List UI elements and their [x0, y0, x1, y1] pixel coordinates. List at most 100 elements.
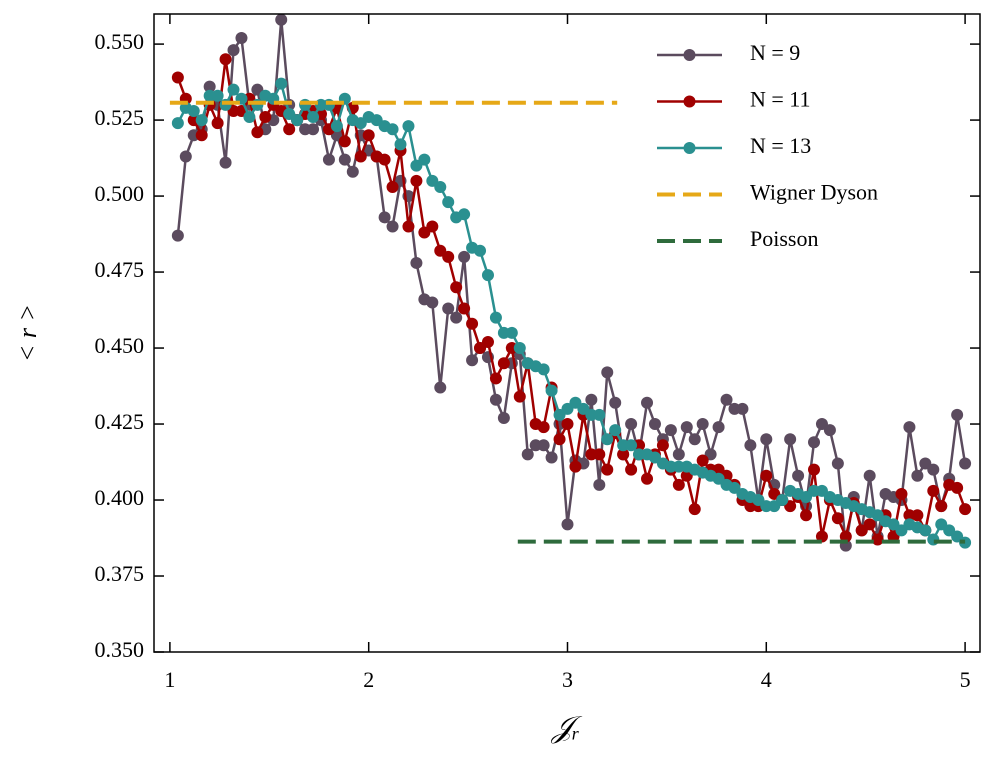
- data-point: [696, 418, 709, 431]
- x-tick-label: 5: [960, 667, 971, 692]
- data-point: [601, 463, 614, 476]
- data-point: [474, 244, 487, 257]
- data-point: [307, 123, 320, 136]
- x-axis-label: 𝒥ᵣ: [550, 711, 583, 744]
- data-point: [489, 311, 502, 324]
- data-point: [839, 530, 852, 543]
- data-point: [601, 433, 614, 446]
- data-point: [553, 433, 566, 446]
- data-point: [171, 71, 184, 84]
- data-point: [545, 384, 558, 397]
- data-point: [211, 89, 224, 102]
- data-point: [219, 53, 232, 66]
- data-point: [251, 98, 264, 111]
- data-point: [497, 357, 510, 370]
- plot-frame: [153, 13, 981, 653]
- data-point: [927, 484, 940, 497]
- data-point: [815, 530, 828, 543]
- data-point: [386, 123, 399, 136]
- data-point: [831, 457, 844, 470]
- data-point: [259, 111, 272, 124]
- series-line: [176, 80, 966, 544]
- data-point: [569, 460, 582, 473]
- data-point: [410, 256, 423, 269]
- data-point: [656, 439, 669, 452]
- data-point: [641, 396, 654, 409]
- data-point: [831, 512, 844, 525]
- data-point: [760, 469, 773, 482]
- data-point: [561, 518, 574, 531]
- data-point: [593, 478, 606, 491]
- data-point: [187, 104, 200, 117]
- y-tick-label: 0.400: [95, 485, 145, 510]
- x-tick-label: 2: [363, 667, 374, 692]
- data-point: [434, 381, 447, 394]
- data-point: [219, 156, 232, 169]
- y-tick-label: 0.425: [95, 409, 145, 434]
- legend-label: Wigner Dyson: [750, 180, 878, 205]
- data-point: [219, 98, 232, 111]
- y-tick-label: 0.500: [95, 181, 145, 206]
- y-tick-label: 0.475: [95, 257, 145, 282]
- data-point: [171, 117, 184, 130]
- x-tick-label: 1: [164, 667, 175, 692]
- data-point: [418, 153, 431, 166]
- y-tick-label: 0.450: [95, 333, 145, 358]
- y-axis-label: < r >: [13, 304, 42, 362]
- data-point: [442, 250, 455, 263]
- data-point: [513, 390, 526, 403]
- data-point: [800, 509, 813, 522]
- data-point: [489, 372, 502, 385]
- data-point: [919, 524, 932, 537]
- data-point: [497, 411, 510, 424]
- data-point: [195, 129, 208, 142]
- data-point: [808, 463, 821, 476]
- data-point: [426, 220, 439, 233]
- data-point: [927, 533, 940, 546]
- data-point: [171, 229, 184, 242]
- data-point: [426, 296, 439, 309]
- data-point: [322, 153, 335, 166]
- data-point: [776, 494, 789, 507]
- legend-label: N = 11: [750, 87, 810, 112]
- legend-marker: [683, 95, 696, 108]
- data-point: [760, 433, 773, 446]
- data-point: [680, 421, 693, 434]
- data-point: [593, 448, 606, 461]
- data-point: [466, 317, 479, 330]
- data-point: [378, 153, 391, 166]
- data-point: [251, 126, 264, 139]
- data-point: [911, 509, 924, 522]
- series: [171, 77, 972, 549]
- data-point: [346, 165, 359, 178]
- data-point: [672, 448, 685, 461]
- data-point: [466, 354, 479, 367]
- data-point: [434, 180, 447, 193]
- data-point: [394, 138, 407, 151]
- data-point: [291, 114, 304, 127]
- data-point: [609, 396, 622, 409]
- data-point: [959, 503, 972, 516]
- data-point: [585, 393, 598, 406]
- series: [171, 53, 972, 546]
- data-point: [712, 421, 725, 434]
- data-point: [203, 80, 216, 93]
- data-point: [338, 135, 351, 148]
- x-tick-label: 3: [562, 667, 573, 692]
- data-point: [823, 424, 836, 437]
- data-point: [959, 536, 972, 549]
- data-point: [537, 421, 550, 434]
- data-point: [601, 366, 614, 379]
- data-point: [386, 220, 399, 233]
- data-point: [959, 457, 972, 470]
- data-point: [545, 451, 558, 464]
- data-point: [609, 424, 622, 437]
- data-point: [593, 408, 606, 421]
- data-point: [450, 311, 463, 324]
- data-point: [283, 123, 296, 136]
- data-point: [951, 481, 964, 494]
- data-point: [736, 402, 749, 415]
- data-point: [808, 436, 821, 449]
- data-point: [442, 196, 455, 209]
